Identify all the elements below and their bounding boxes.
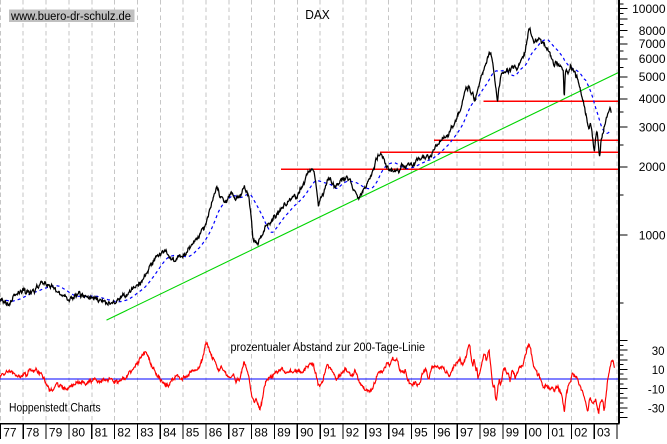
svg-text:99: 99 [506,426,520,440]
svg-text:85: 85 [186,426,200,440]
svg-text:5000: 5000 [639,70,666,84]
svg-text:8000: 8000 [639,24,666,38]
svg-text:94: 94 [392,426,406,440]
svg-text:86: 86 [209,426,223,440]
svg-text:98: 98 [483,426,497,440]
svg-text:00: 00 [529,426,543,440]
svg-text:01: 01 [551,426,565,440]
svg-text:95: 95 [414,426,428,440]
svg-text:10: 10 [652,365,665,377]
svg-text:79: 79 [49,426,63,440]
svg-text:90: 90 [300,426,314,440]
svg-text:93: 93 [369,426,383,440]
svg-text:89: 89 [277,426,291,440]
svg-text:96: 96 [437,426,451,440]
svg-text:-10: -10 [648,384,665,396]
svg-text:3000: 3000 [639,120,666,134]
svg-text:77: 77 [3,426,17,440]
svg-text:2000: 2000 [639,160,666,174]
svg-text:www.buero-dr-schulz.de: www.buero-dr-schulz.de [10,11,131,23]
svg-text:87: 87 [232,426,246,440]
svg-text:03: 03 [597,426,611,440]
svg-text:10000: 10000 [632,2,666,16]
svg-text:4000: 4000 [639,92,666,106]
svg-text:30: 30 [652,346,665,358]
svg-text:81: 81 [95,426,109,440]
svg-text:Hoppenstedt Charts: Hoppenstedt Charts [9,403,101,415]
svg-text:02: 02 [574,426,588,440]
svg-text:91: 91 [323,426,337,440]
svg-text:DAX: DAX [305,8,330,22]
svg-text:80: 80 [72,426,86,440]
svg-text:92: 92 [346,426,360,440]
svg-text:78: 78 [26,426,40,440]
svg-text:82: 82 [117,426,131,440]
svg-text:88: 88 [254,426,268,440]
svg-text:1000: 1000 [639,228,666,242]
svg-text:-30: -30 [648,404,665,416]
svg-text:97: 97 [460,426,474,440]
svg-text:83: 83 [140,426,154,440]
svg-text:6000: 6000 [639,52,666,66]
svg-text:prozentualer Abstand zur 200-T: prozentualer Abstand zur 200-Tage-Linie [231,342,426,354]
svg-text:84: 84 [163,426,177,440]
svg-text:7000: 7000 [639,37,666,51]
